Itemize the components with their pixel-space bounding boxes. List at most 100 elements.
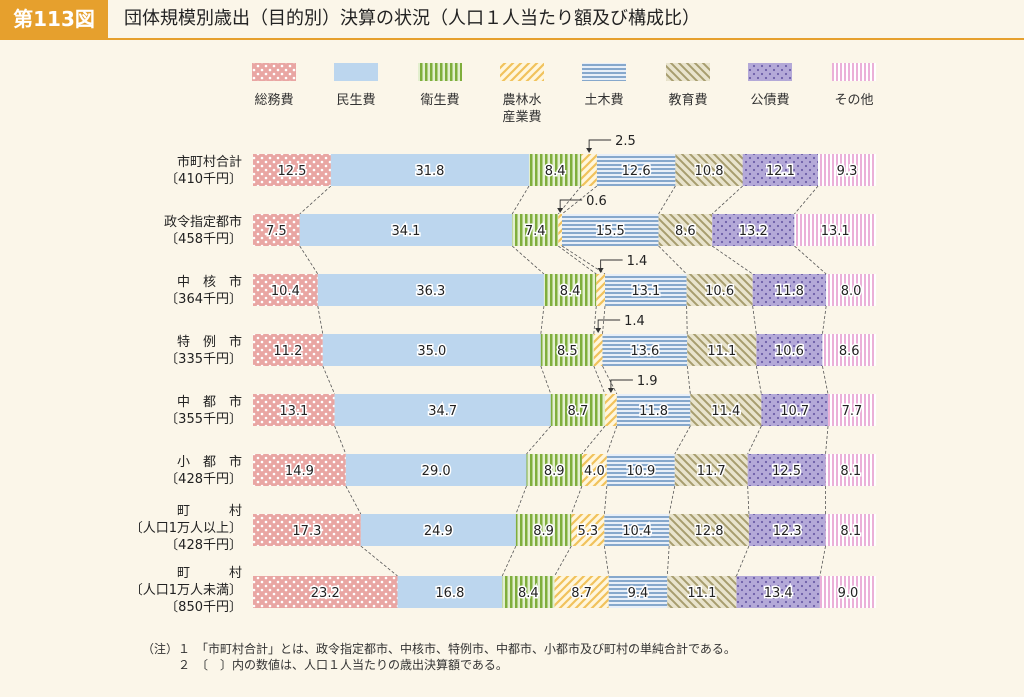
bar-segment-農林水産業費 [554, 576, 609, 608]
bar-row: 12.5 31.8 8.4 12.6 10.8 12.1 9.3 [253, 154, 876, 186]
category-name: 中 核 市 [177, 274, 242, 290]
data-label: 12.1 [766, 164, 795, 179]
bar-segment-農林水産業費 [604, 394, 617, 426]
connector-line [561, 245, 606, 275]
bar-segment-土木費 [604, 514, 670, 546]
callout-leader [559, 199, 583, 212]
bar-segment-民生費 [345, 454, 527, 486]
data-label: 34.7 [428, 404, 457, 419]
bar-segment-土木費 [602, 334, 688, 366]
bar-segment-その他 [819, 576, 876, 608]
bar-segment-その他 [822, 334, 876, 366]
connector-line [606, 425, 618, 455]
data-label: 8.1 [840, 524, 861, 539]
legend-label: 衛生費 [420, 93, 459, 108]
bar-segment-土木費 [596, 154, 676, 186]
callout-arrowhead [586, 148, 593, 153]
data-label: 11.2 [273, 344, 302, 359]
legend-item-公債費: 公債費 [748, 63, 792, 108]
bar-segment-公債費 [756, 334, 823, 366]
category-name: 町 村 [177, 566, 242, 581]
legend-label: 教育費 [668, 92, 707, 108]
category-total: 〔428千円〕 [165, 472, 242, 487]
bar-segment-土木費 [604, 274, 687, 306]
data-label: 8.7 [571, 586, 592, 601]
bar-segment-教育費 [674, 454, 748, 486]
bar-segment-衛生費 [526, 454, 582, 486]
data-label: 9.3 [837, 164, 858, 179]
connector-line [511, 185, 530, 215]
bar-segment-農林水産業費 [581, 154, 597, 186]
bar-segment-教育費 [690, 394, 762, 426]
bar-segment-土木費 [562, 214, 659, 246]
bar-row: 14.9 29.0 8.9 4.0 10.9 11.7 12.5 8.1 [253, 454, 876, 486]
data-label: 12.8 [695, 524, 724, 539]
bar-segment-衛生費 [550, 394, 605, 426]
bar-segment-民生費 [360, 514, 516, 546]
legend-label: その他 [834, 93, 873, 108]
connector-line [322, 365, 335, 395]
data-label: 12.3 [773, 524, 802, 539]
category-name: 〔人口1万人未満〕 [130, 583, 242, 598]
category-name: 〔人口1万人以上〕 [130, 521, 242, 536]
data-label: 24.9 [424, 524, 453, 539]
bar-segment-土木費 [606, 454, 675, 486]
data-label: 8.6 [839, 344, 860, 359]
connector-line [602, 365, 618, 395]
callout-leader [600, 259, 623, 272]
bar-segment-その他 [818, 154, 876, 186]
connector-line [334, 425, 347, 455]
legend-swatch [666, 63, 710, 81]
bar-segment-公債費 [747, 454, 826, 486]
connector-line [658, 245, 687, 275]
data-label: 14.9 [285, 464, 314, 479]
data-label: 8.4 [545, 164, 566, 179]
callout-label: 0.6 [586, 194, 607, 209]
legend-item-土木費: 土木費 [582, 63, 626, 108]
connector-line [747, 425, 762, 455]
callout-arrowhead [607, 388, 614, 393]
data-label: 10.4 [271, 284, 300, 299]
category-total: 〔355千円〕 [165, 412, 242, 427]
category-name: 中 都 市 [177, 394, 242, 410]
bar-row: 10.4 36.3 8.4 13.1 10.6 11.8 8.0 [253, 274, 876, 306]
bar-row: 7.5 34.1 7.4 15.5 8.6 13.2 13.1 [253, 214, 876, 246]
data-label: 8.4 [518, 586, 539, 601]
data-label: 4.0 [584, 464, 605, 479]
data-label: 10.6 [775, 344, 804, 359]
connector-line [593, 365, 606, 395]
data-label: 31.8 [415, 164, 444, 179]
legend-swatch [500, 63, 544, 81]
category-name: 特 例 市 [177, 334, 242, 350]
connector-line [540, 365, 552, 395]
data-label: 7.5 [266, 224, 287, 239]
data-label: 7.4 [525, 224, 546, 239]
category-label: 政令指定都市〔458千円〕 [164, 214, 242, 247]
data-label: 10.4 [622, 524, 651, 539]
callout: 1.4 [597, 254, 647, 273]
data-label: 8.9 [533, 524, 554, 539]
category-name: 小 都 市 [177, 454, 242, 470]
bar-row: 11.2 35.0 8.5 13.6 11.1 10.6 8.6 [253, 334, 876, 366]
data-label: 11.8 [775, 284, 804, 299]
data-label: 13.2 [739, 224, 768, 239]
data-label: 29.0 [422, 464, 451, 479]
bar-segment-農林水産業費 [596, 274, 605, 306]
legend-label: 総務費 [254, 93, 293, 108]
data-label: 13.4 [764, 586, 793, 601]
category-total: 〔850千円〕 [165, 600, 242, 615]
bar-row: 23.2 16.8 8.4 8.7 9.4 11.1 13.4 9.0 [253, 576, 876, 608]
legend-swatch [832, 63, 876, 81]
data-label: 8.1 [840, 464, 861, 479]
category-total: 〔364千円〕 [165, 292, 242, 307]
data-label: 13.1 [279, 404, 308, 419]
connector-line [736, 545, 750, 577]
bar-segment-民生費 [330, 154, 529, 186]
bar-rows: 12.5 31.8 8.4 12.6 10.8 12.1 9.3 7.5 34.1 7.4 15.5… [253, 154, 876, 608]
callout: 1.4 [595, 314, 645, 333]
connector-line [822, 305, 827, 335]
category-total: 〔335千円〕 [165, 352, 242, 367]
connector-line [540, 305, 545, 335]
data-label: 8.9 [544, 464, 565, 479]
